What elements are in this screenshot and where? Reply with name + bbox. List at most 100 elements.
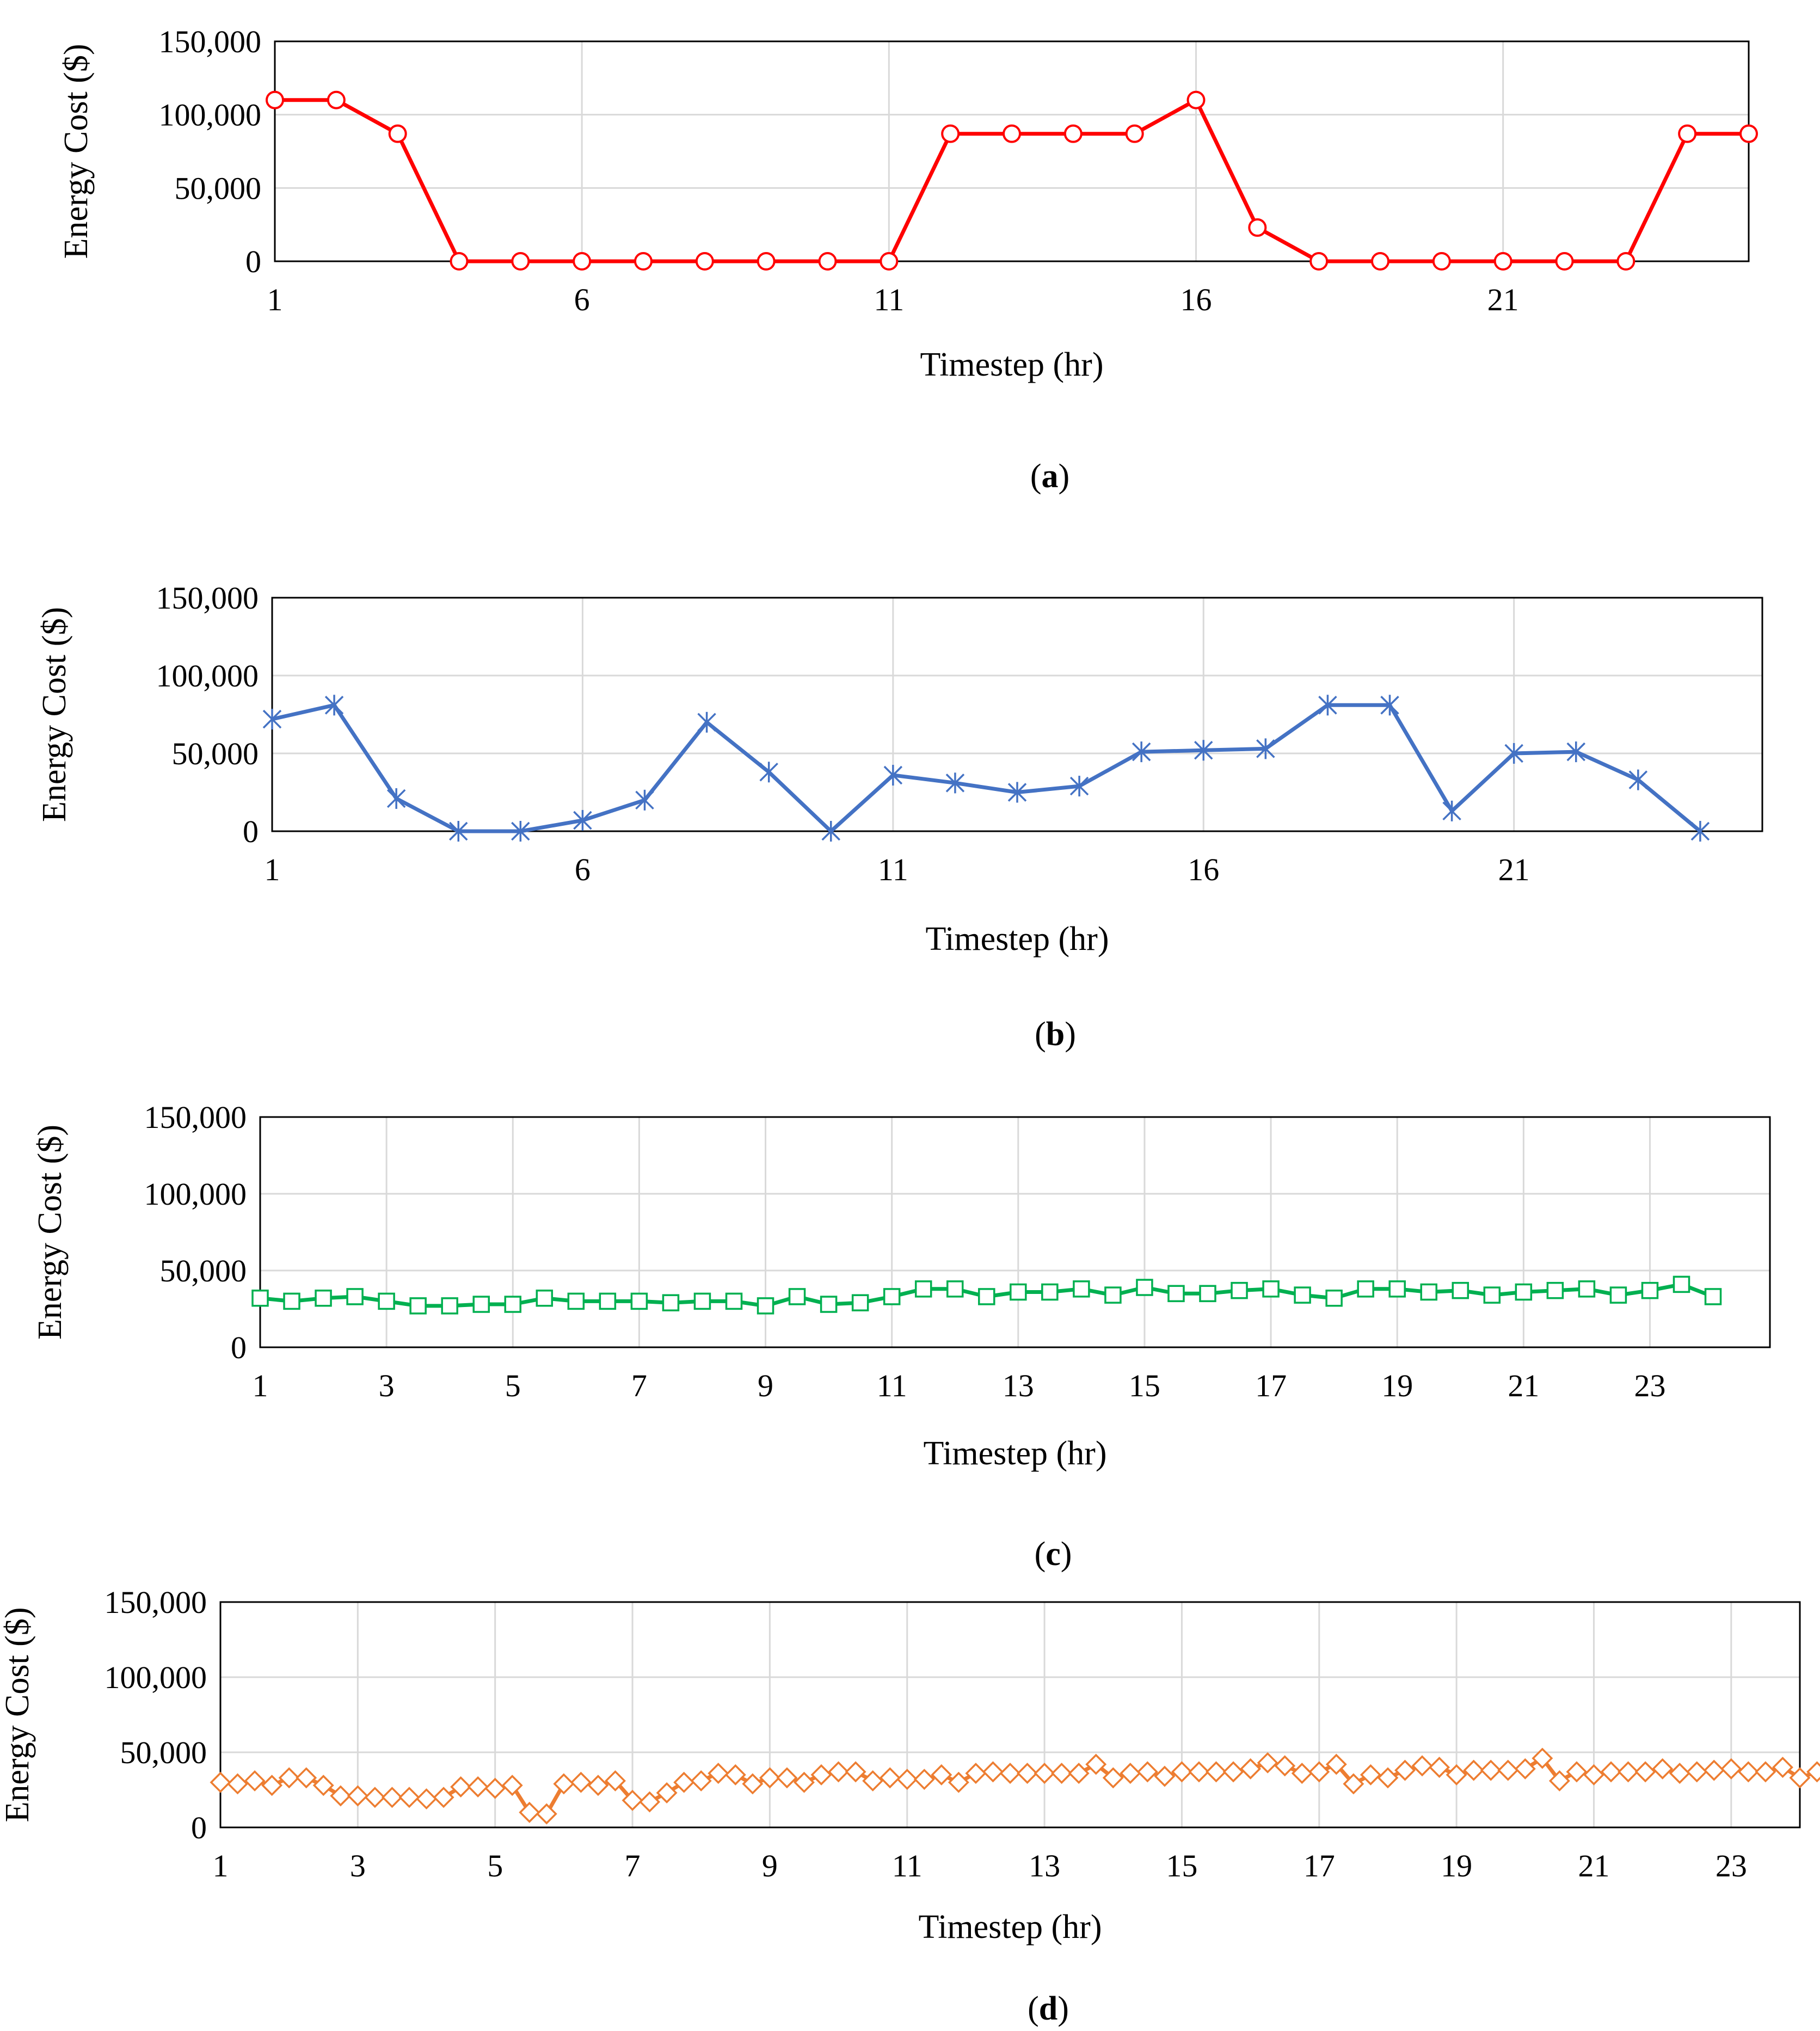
data-point-marker (883, 1288, 901, 1305)
data-point-marker (1480, 1759, 1502, 1781)
data-point-marker (1136, 1761, 1158, 1783)
data-point-marker (450, 252, 469, 271)
y-tick-label: 150,000 (104, 1585, 207, 1620)
data-point-marker (845, 1761, 866, 1783)
data-point-marker (776, 1767, 798, 1789)
y-axis-title: Energy Cost ($) (32, 1125, 69, 1340)
data-point-marker (788, 1288, 806, 1305)
data-point-marker (1555, 252, 1574, 271)
data-point-marker (1188, 1761, 1210, 1783)
data-point-marker (1231, 1281, 1248, 1299)
x-tick-label: 21 (1487, 282, 1519, 317)
x-tick-label: 9 (758, 1368, 773, 1403)
data-point-marker (484, 1777, 506, 1799)
data-point-marker (1051, 1763, 1073, 1784)
data-point-marker (1371, 252, 1389, 271)
x-tick-label: 17 (1303, 1848, 1335, 1883)
y-axis-title: Energy Cost ($) (58, 44, 95, 259)
data-point-marker (1309, 252, 1329, 271)
data-point-marker (501, 1775, 523, 1796)
data-point-marker (1007, 782, 1027, 803)
data-point-marker (1548, 1770, 1570, 1791)
data-point-marker (1609, 1286, 1627, 1304)
data-point-marker (742, 1773, 764, 1795)
data-point-marker (296, 1767, 317, 1789)
data-point-marker (757, 1297, 774, 1315)
data-point-marker (1420, 1283, 1437, 1301)
data-point-marker (1772, 1757, 1793, 1778)
data-point-marker (759, 1767, 780, 1789)
data-point-marker (1360, 1764, 1381, 1785)
data-point-marker (1318, 695, 1337, 716)
data-point-marker (1125, 124, 1144, 143)
data-point-marker (536, 1290, 554, 1307)
data-point-marker (879, 1767, 901, 1789)
data-point-marker (1739, 124, 1758, 143)
x-tick-label: 13 (1003, 1368, 1034, 1403)
data-point-marker (450, 1776, 472, 1797)
data-point-marker (1652, 1758, 1674, 1780)
data-point-marker (1343, 1773, 1364, 1795)
data-point-marker (1600, 1761, 1622, 1783)
y-tick-label: 0 (191, 1810, 207, 1845)
data-point-marker (1566, 1761, 1588, 1783)
y-axis-title: Energy Cost ($) (0, 1607, 36, 1823)
y-tick-label: 150,000 (156, 580, 259, 616)
data-point-marker (1017, 1763, 1038, 1784)
x-tick-label: 13 (1029, 1848, 1060, 1883)
data-point-marker (1806, 1761, 1820, 1783)
data-point-marker (1628, 769, 1648, 790)
data-point-marker (757, 252, 776, 271)
data-point-marker (388, 124, 407, 143)
x-axis-title: Timestep (hr) (926, 921, 1109, 958)
data-point-marker (553, 1773, 575, 1795)
plot-area-frame (219, 1601, 1801, 1828)
data-point-marker (1171, 1761, 1192, 1783)
y-tick-label: 50,000 (172, 736, 259, 771)
data-point-marker (821, 821, 840, 842)
data-point-marker (639, 1791, 661, 1813)
data-point-marker (1068, 1763, 1090, 1784)
data-point-marker (759, 762, 778, 783)
data-point-marker (381, 1787, 403, 1808)
data-point-marker (1634, 1761, 1656, 1783)
x-tick-label: 6 (575, 852, 591, 887)
y-tick-label: 100,000 (156, 658, 259, 694)
data-point-marker (656, 1782, 678, 1803)
data-point-marker (364, 1787, 386, 1808)
data-point-marker (1704, 1288, 1722, 1305)
data-point-marker (1073, 1280, 1090, 1298)
data-point-marker (1199, 1285, 1216, 1303)
data-point-marker (1325, 1290, 1343, 1307)
x-axis-title: Timestep (hr) (924, 1435, 1107, 1472)
data-point-marker (1069, 776, 1089, 797)
y-tick-label: 0 (243, 814, 259, 849)
data-point-marker (315, 1290, 332, 1307)
data-point-marker (630, 1292, 648, 1310)
data-point-marker (1248, 218, 1267, 237)
x-tick-label: 19 (1441, 1848, 1472, 1883)
data-point-marker (982, 1761, 1004, 1783)
data-point-marker (1240, 1758, 1262, 1780)
data-point-marker (880, 252, 899, 271)
data-point-marker (1003, 124, 1021, 143)
data-point-marker (1463, 1759, 1485, 1781)
y-axis-title: Energy Cost ($) (36, 607, 73, 822)
data-point-marker (511, 252, 530, 271)
data-point-marker (324, 695, 344, 716)
data-point-marker (573, 809, 592, 831)
x-tick-label: 15 (1166, 1848, 1197, 1883)
data-point-marker (1755, 1761, 1776, 1783)
data-point-marker (1085, 1753, 1107, 1775)
data-point-marker (946, 1280, 964, 1298)
y-tick-label: 100,000 (159, 97, 262, 133)
data-point-marker (346, 1288, 364, 1305)
data-point-marker (1432, 252, 1451, 271)
data-point-marker (449, 821, 468, 842)
data-point-marker (567, 1292, 585, 1310)
data-point-marker (1274, 1755, 1296, 1777)
x-tick-label: 21 (1508, 1368, 1539, 1403)
